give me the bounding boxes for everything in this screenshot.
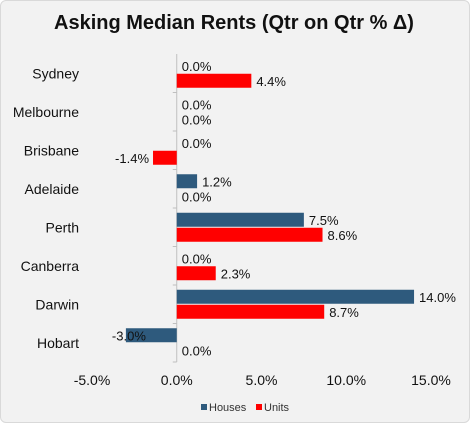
category-label: Melbourne [13,104,79,120]
houses-data-label: 1.2% [202,174,232,189]
houses-bar [176,212,304,227]
units-data-label: 0.0% [182,189,212,204]
houses-data-label: -3.0% [112,328,146,343]
legend: Houses Units [201,402,290,414]
units-bar [153,150,177,165]
units-data-label: -1.4% [115,151,149,166]
category-label: Adelaide [25,181,80,197]
units-data-label: 8.7% [329,305,359,320]
x-tick-label: 0.0% [161,372,193,388]
units-bar [176,304,325,319]
units-legend-swatch [256,404,262,410]
units-data-label: 8.6% [328,228,358,243]
houses-data-label: 0.0% [182,59,212,74]
x-tick-label: 10.0% [326,372,366,388]
units-data-label: 0.0% [182,343,212,358]
x-tick-label: 5.0% [246,372,278,388]
houses-bar [176,289,415,304]
houses-data-label: 0.0% [182,251,212,266]
chart-title: Asking Median Rents (Qtr on Qtr % Δ) [54,12,414,34]
category-label: Perth [46,219,79,235]
x-tick-label: -5.0% [74,372,111,388]
houses-data-label: 7.5% [309,213,339,228]
category-label: Hobart [37,335,79,351]
units-bar [176,266,216,281]
houses-legend-swatch [201,404,207,410]
x-tick-label: 15.0% [411,372,451,388]
houses-legend-label: Houses [209,402,247,414]
units-bar [176,73,252,88]
category-label: Canberra [21,258,80,274]
units-legend-label: Units [264,402,290,414]
units-data-label: 4.4% [256,74,286,89]
units-data-label: 0.0% [182,112,212,127]
houses-bar [176,174,198,189]
units-bar [176,227,323,242]
category-label: Darwin [35,296,79,312]
category-label: Sydney [32,65,79,81]
houses-data-label: 0.0% [182,136,212,151]
houses-data-label: 0.0% [182,97,212,112]
houses-data-label: 14.0% [419,290,456,305]
houses-bar [125,328,177,343]
category-label: Brisbane [24,142,79,158]
plot-area: Sydney 0.0%4.4%Melbourne 0.0%0.0%Brisbane 0… [13,54,456,388]
units-data-label: 2.3% [221,266,251,281]
